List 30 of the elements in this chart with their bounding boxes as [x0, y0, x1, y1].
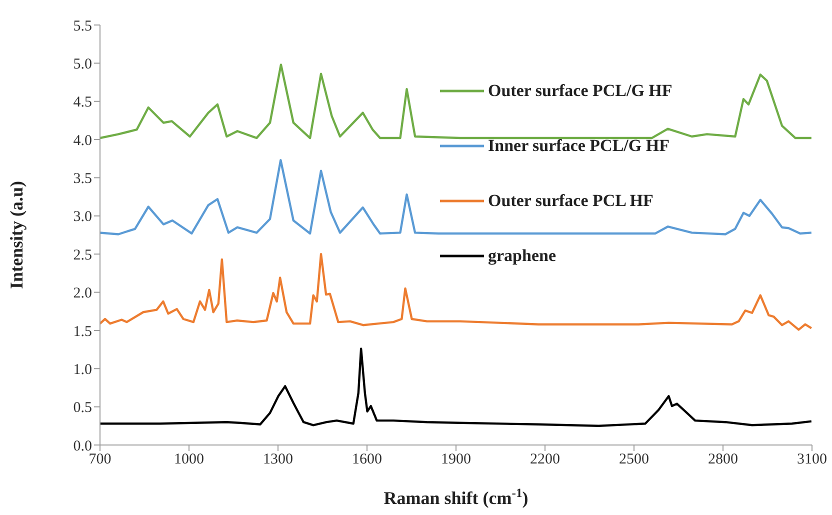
line-series [100, 348, 812, 428]
y-tick-label: 4.0 [73, 132, 92, 149]
y-tick-label: 5.5 [73, 18, 92, 34]
line-series [100, 159, 812, 236]
x-tick-label: 3100 [797, 452, 827, 468]
x-axis-title: Raman shift (cm$^{-1}$) [384, 486, 528, 508]
y-tick-label: 3.0 [73, 209, 92, 226]
y-tick-label: 1.0 [73, 362, 92, 378]
x-tick-label: 700 [88, 452, 112, 468]
x-tick-label: 1000 [174, 452, 204, 468]
y-axis-title: Intensity (a.u) [6, 180, 26, 290]
y-tick-label: 3.5 [73, 171, 92, 188]
line-series [100, 64, 812, 140]
y-tick-label: 1.5 [73, 324, 92, 340]
x-tick-label: 1300 [263, 452, 293, 468]
y-tick-label: 4.5 [73, 94, 92, 111]
y-tick-label: 0.5 [73, 400, 92, 416]
x-tick-label: 2200 [530, 452, 560, 468]
y-tick-label: 2.5 [73, 247, 92, 264]
x-tick-label: 2800 [708, 452, 738, 468]
y-tick-label: 5.0 [73, 56, 92, 73]
y-tick-label: 0.0 [73, 438, 92, 454]
x-tick-label: 1600 [352, 452, 382, 468]
x-tick-label: 2500 [619, 452, 649, 468]
legend-label: Outer surface PCL HF [488, 191, 654, 211]
x-tick-label: 1900 [441, 452, 471, 468]
legend-label: Inner surface PCL/G HF [488, 136, 670, 156]
legend-label: graphene [488, 246, 556, 266]
y-tick-label: 2.0 [73, 286, 92, 302]
legend-label: Outer surface PCL/G HF [488, 81, 672, 101]
